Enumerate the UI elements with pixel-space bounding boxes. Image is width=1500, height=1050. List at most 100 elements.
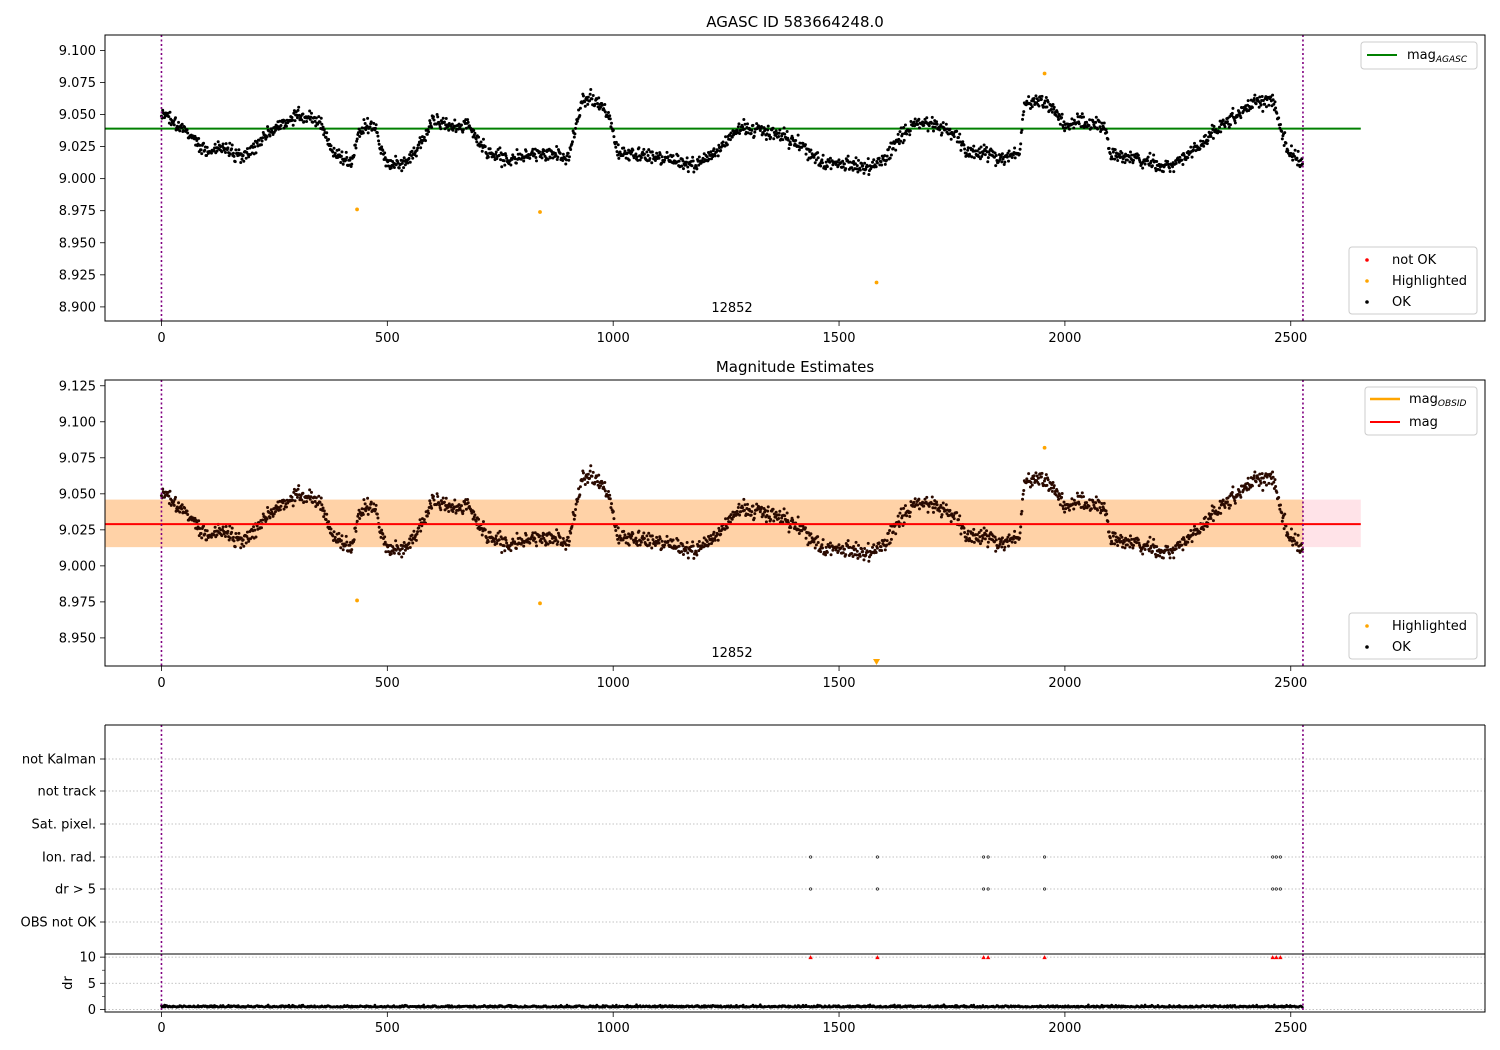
y-tick-label: 5 [88,977,96,992]
ok-point [1296,149,1300,153]
highlighted-point [355,207,359,212]
ok-point [377,142,381,146]
ok-point [308,488,312,492]
ok-point [480,533,484,537]
ok-point [1132,543,1136,547]
ok-point [1135,156,1139,160]
ok-point [615,533,619,537]
ok-point [185,128,189,132]
ok-point [809,532,813,536]
ok-point [982,533,986,537]
ok-point [1113,542,1117,546]
ok-point [1082,115,1086,119]
ok-point [927,504,931,508]
ok-point [691,159,695,163]
ok-point [1214,128,1218,132]
ok-point [1191,148,1195,152]
ok-point [1102,121,1106,125]
ok-point [1271,93,1275,97]
ok-point [383,535,387,539]
ok-point [205,145,209,149]
ok-point [1166,545,1170,549]
ok-point [488,530,492,534]
ok-point [1106,519,1110,523]
ok-point [1088,118,1092,122]
ok-point [986,540,990,544]
ok-point [741,506,745,510]
ok-point [389,552,393,556]
ok-point [318,500,322,504]
ok-point [730,517,734,521]
ok-point [389,166,393,170]
ok-point [481,520,485,524]
ok-point [354,529,358,533]
ok-point [1117,153,1121,157]
ok-point [680,550,684,554]
ok-point [836,163,840,167]
ok-point [566,535,570,539]
ok-point [539,153,543,157]
ok-point [499,542,503,546]
ok-point [1136,538,1140,542]
ok-point [978,542,982,546]
ok-point [589,88,593,92]
ok-point [1239,495,1243,499]
ok-point [198,143,202,147]
ok-point [841,159,845,163]
ok-point [1198,530,1202,534]
ok-point [350,162,354,166]
ok-point [362,498,366,502]
ok-point [609,506,613,510]
ok-point [572,517,576,521]
ok-point [1282,527,1286,531]
ok-point [614,140,618,144]
ok-point [888,156,892,160]
flag-point [986,887,990,891]
ok-point [240,542,244,546]
ok-point [958,132,962,136]
legend-marker-ok-2 [1365,645,1369,649]
ok-point [794,138,798,142]
ok-point [231,151,235,155]
ok-point [432,118,436,122]
ok-point [1253,93,1257,97]
ok-point [558,151,562,155]
ok-point [1236,492,1240,496]
ok-point [324,136,328,140]
ok-point [612,135,616,139]
ok-point [380,528,384,532]
ok-point [566,151,570,155]
ok-point [549,541,553,545]
ok-point [979,528,983,532]
ok-point [589,464,593,468]
ok-point [416,146,420,150]
ok-point [761,131,765,135]
ok-point [651,538,655,542]
ok-point [1130,537,1134,541]
legend-line-label-obsid: magOBSID [1409,392,1467,409]
ok-point [1209,517,1213,521]
ok-point [743,122,747,126]
ok-point [194,519,198,523]
ok-point [985,145,989,149]
ok-point [1219,130,1223,134]
ok-point [513,157,517,161]
ok-point [245,147,249,151]
ok-point [408,545,412,549]
ok-point [331,150,335,154]
ok-point [650,534,654,538]
ok-point [963,147,967,151]
ok-point [889,153,893,157]
ok-point [180,503,184,507]
ok-point [400,555,404,559]
ok-point [1172,170,1176,174]
ok-point [979,145,983,149]
ok-point [635,155,639,159]
ok-point [255,141,259,145]
ok-point [1261,488,1265,492]
ok-point [492,540,496,544]
ok-point [1021,117,1025,121]
ok-point [671,154,675,158]
ok-point [962,526,966,530]
ok-point [1043,477,1047,481]
